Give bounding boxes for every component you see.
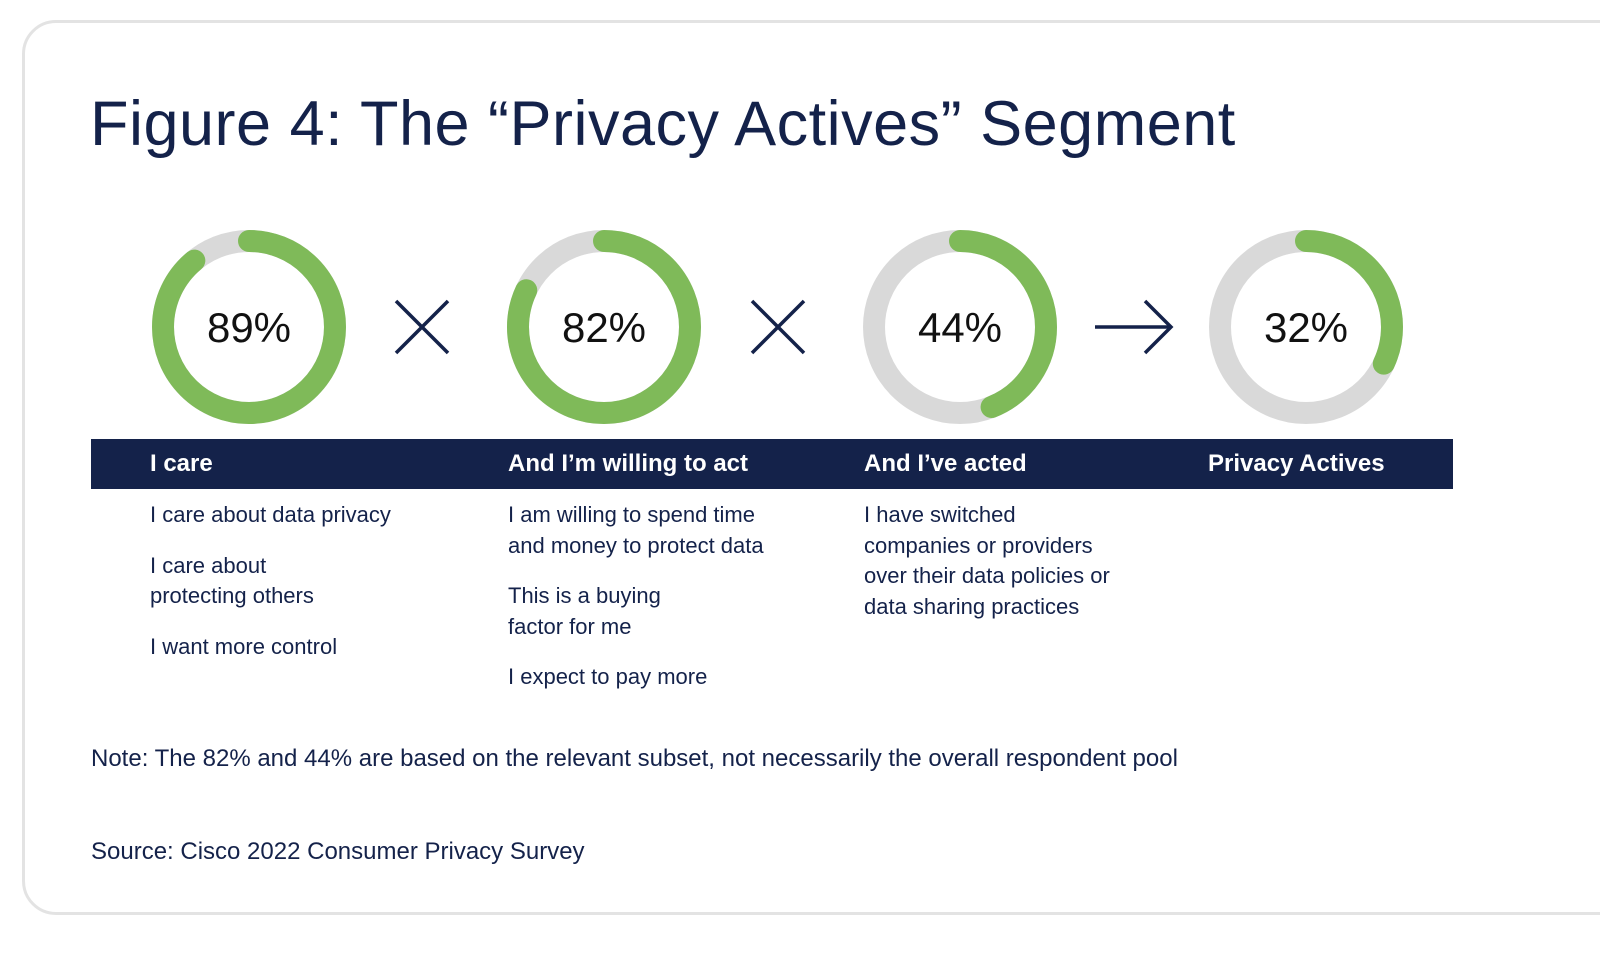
column-item: I want more control <box>150 633 338 659</box>
donut-arc-2 <box>507 230 701 424</box>
column-item: I have switched companies or providers ove… <box>864 502 1110 619</box>
donut-value-label: 89% <box>207 304 291 351</box>
source-text: Source: Cisco 2022 Consumer Privacy Surv… <box>91 838 585 865</box>
column-item: I am willing to spend time and money to p… <box>508 502 764 558</box>
donut-chart: 89% 82% 44% 32% <box>152 230 1403 424</box>
figure-card <box>22 20 1600 915</box>
donut-arc-3 <box>863 230 1057 424</box>
column-header-acted: And I’ve acted <box>864 450 1027 477</box>
column-header-willing: And I’m willing to act <box>508 450 748 477</box>
column-header-privacy-actives: Privacy Actives <box>1208 450 1385 477</box>
header-bar <box>91 439 1453 489</box>
column-header-i-care: I care <box>150 450 213 477</box>
note-text: Note: The 82% and 44% are based on the r… <box>91 745 1178 772</box>
column-item: I care about data privacy <box>150 502 391 527</box>
donut-arc-1 <box>152 230 346 424</box>
donut-value-label: 44% <box>918 304 1002 351</box>
column-willing: I am willing to spend time and money to p… <box>508 500 764 713</box>
donut-arc-4 <box>1209 230 1403 424</box>
figure-title: Figure 4: The “Privacy Actives” Segment <box>90 89 1236 159</box>
donut-value-label: 32% <box>1264 304 1348 351</box>
column-item: This is a buying factor for me <box>508 583 661 639</box>
arrow-right-icon <box>1095 299 1174 355</box>
column-i-care: I care about data privacy I care about pro… <box>150 500 391 682</box>
donut-value-label: 82% <box>562 304 646 351</box>
column-item: I care about protecting others <box>150 552 314 609</box>
column-item: I expect to pay more <box>508 664 708 689</box>
times-icon <box>750 299 806 355</box>
column-acted: I have switched companies or providers ove… <box>864 500 1110 642</box>
times-icon <box>394 299 450 355</box>
